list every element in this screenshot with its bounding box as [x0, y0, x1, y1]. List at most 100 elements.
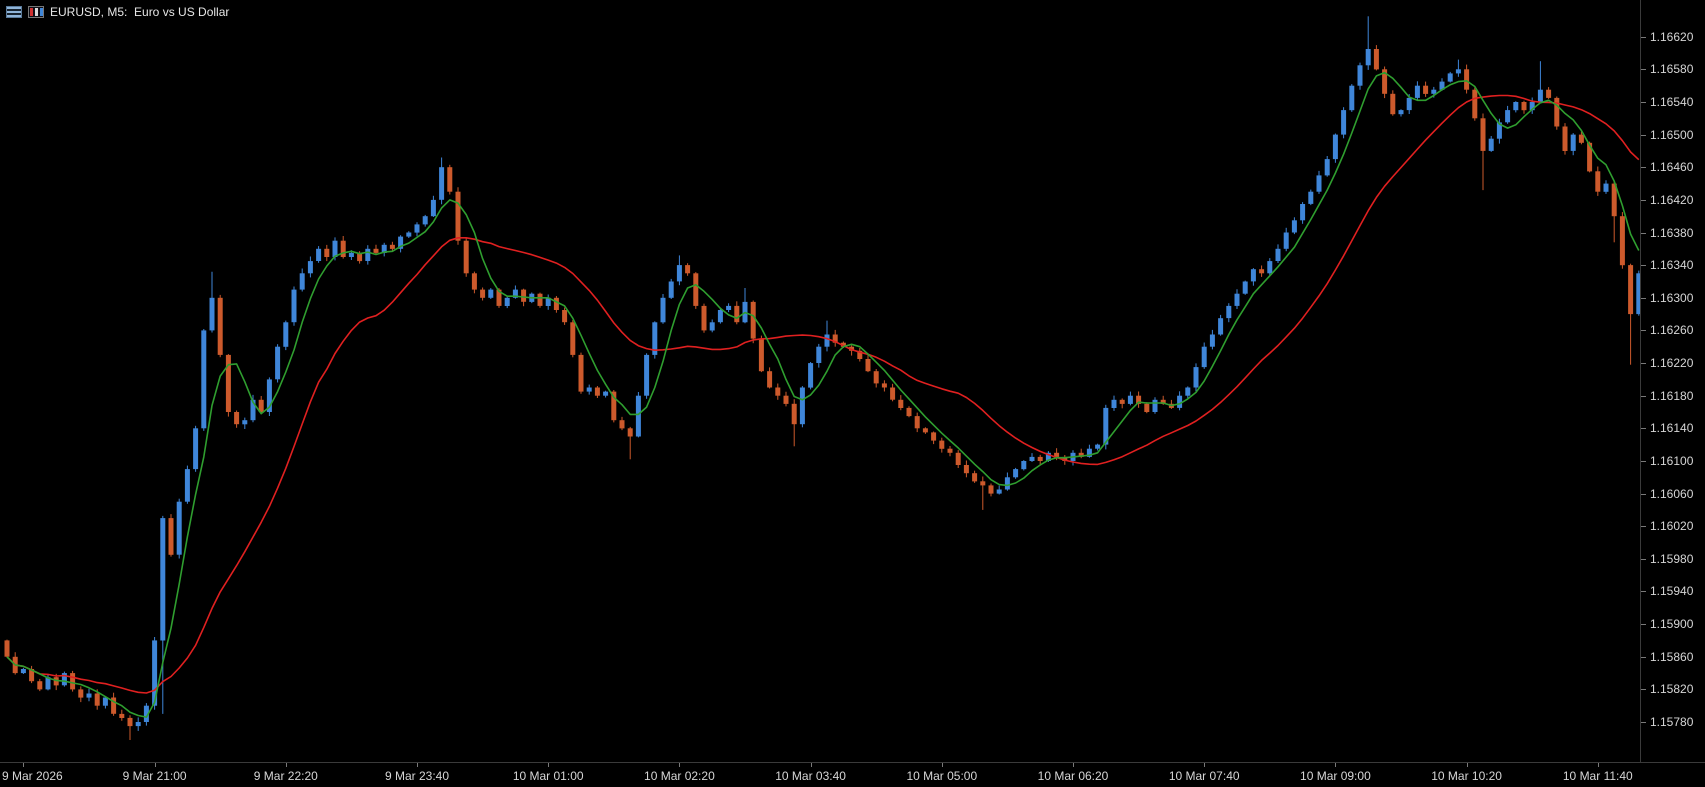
- bull-candle-body: [1045, 452, 1051, 461]
- bull-candle-body: [668, 281, 674, 298]
- bear-candle-body: [767, 371, 773, 388]
- bear-candle-body: [94, 693, 100, 706]
- bear-candle-body: [1578, 134, 1584, 143]
- time-label: 10 Mar 07:40: [1168, 769, 1240, 783]
- bull-candle-body: [1226, 305, 1232, 319]
- bull-candle-body: [135, 722, 141, 727]
- bear-candle-body: [1521, 102, 1527, 111]
- price-tick: [1641, 363, 1646, 364]
- price-tick: [1641, 689, 1646, 690]
- price-tick: [1641, 69, 1646, 70]
- bull-candle-body: [209, 297, 215, 331]
- bear-candle-body: [758, 338, 764, 372]
- price-label: 1.16580: [1650, 62, 1694, 76]
- bull-candle-body: [1267, 261, 1273, 274]
- bull-candle-body: [1218, 318, 1224, 335]
- price-tick: [1641, 428, 1646, 429]
- bull-candle-body: [398, 236, 404, 249]
- bull-candle-body: [1603, 183, 1609, 192]
- price-tick: [1641, 135, 1646, 136]
- bear-candle-body: [701, 305, 707, 331]
- bull-candle-body: [1013, 469, 1019, 478]
- bear-candle-body: [750, 301, 756, 339]
- bull-candle-body: [1209, 334, 1215, 347]
- bear-candle-body: [521, 289, 527, 302]
- bull-candle-body: [586, 387, 592, 392]
- bull-candle-body: [414, 224, 420, 233]
- bear-candle-body: [234, 412, 240, 425]
- bull-candle-body: [299, 273, 305, 290]
- bear-candle-body: [1546, 89, 1552, 98]
- time-axis[interactable]: 9 Mar 2026 9 Mar 21:00 9 Mar 22:20 9 Mar 23…: [0, 762, 1705, 787]
- bull-candle-body: [1529, 102, 1535, 111]
- price-tick: [1641, 559, 1646, 560]
- price-tick: [1641, 265, 1646, 266]
- bear-candle-body: [972, 473, 978, 482]
- bear-candle-body: [898, 399, 904, 408]
- price-axis[interactable]: 1.16620 1.16580 1.16540 1.16500 1.16460 1.164…: [1640, 0, 1705, 762]
- bull-candle-body: [726, 305, 732, 310]
- time-tick: [154, 763, 156, 767]
- bull-candle-body: [1496, 122, 1502, 139]
- bear-candle-body: [594, 387, 600, 396]
- time-tick: [1597, 763, 1599, 767]
- time-label: 10 Mar 10:20: [1431, 769, 1502, 783]
- bull-candle-body: [348, 252, 354, 257]
- bull-candle-body: [824, 334, 830, 347]
- bear-candle-body: [980, 481, 986, 486]
- price-tick: [1641, 657, 1646, 658]
- candlestick-icon[interactable]: [28, 6, 44, 18]
- price-label: 1.16300: [1650, 291, 1694, 305]
- price-label: 1.16140: [1650, 421, 1694, 435]
- bear-candle-body: [496, 289, 502, 306]
- bull-candle-body: [61, 673, 67, 686]
- bull-candle-body: [1127, 395, 1133, 404]
- bear-candle-body: [955, 452, 961, 465]
- bear-candle-body: [1554, 97, 1560, 127]
- bull-candle-body: [1488, 138, 1494, 151]
- price-label: 1.16620: [1650, 30, 1694, 44]
- bull-candle-body: [1398, 110, 1404, 115]
- bear-candle-body: [1480, 118, 1486, 151]
- bear-candle-body: [890, 387, 896, 400]
- bull-candle-body: [143, 705, 149, 722]
- bull-candle-body: [160, 518, 166, 641]
- time-label: 10 Mar 02:20: [644, 769, 715, 783]
- bull-candle-body: [1308, 191, 1314, 204]
- bear-candle-body: [389, 244, 395, 249]
- price-tick: [1641, 494, 1646, 495]
- bear-candle-body: [111, 697, 117, 714]
- bear-candle-body: [1054, 452, 1060, 457]
- bear-candle-body: [619, 420, 625, 429]
- bear-candle-body: [127, 717, 133, 727]
- price-tick: [1641, 298, 1646, 299]
- bear-candle-body: [1472, 89, 1478, 119]
- bear-candle-body: [881, 383, 887, 388]
- bear-candle-body: [168, 518, 174, 555]
- bull-candle-body: [365, 248, 371, 261]
- price-tick: [1641, 37, 1646, 38]
- bull-candle-body: [799, 387, 805, 425]
- price-label: 1.16180: [1650, 389, 1694, 403]
- bull-candle-body: [808, 363, 814, 388]
- bull-candle-body: [1029, 456, 1035, 461]
- time-tick: [548, 763, 550, 767]
- price-tick: [1641, 526, 1646, 527]
- bear-candle-body: [693, 273, 699, 306]
- price-tick: [1641, 167, 1646, 168]
- price-tick: [1641, 624, 1646, 625]
- bear-candle-body: [70, 673, 76, 690]
- time-tick: [1073, 763, 1074, 767]
- time-tick: [810, 763, 812, 767]
- bear-candle-body: [570, 322, 576, 355]
- candlestick-chart[interactable]: [0, 0, 1640, 762]
- bull-candle-body: [1537, 89, 1543, 102]
- menu-icon[interactable]: [6, 6, 22, 18]
- bull-candle-body: [283, 322, 289, 347]
- bull-candle-body: [1447, 73, 1453, 82]
- bull-candle-body: [430, 199, 436, 217]
- bull-candle-body: [603, 391, 609, 396]
- bear-candle-body: [1062, 456, 1068, 461]
- price-tick: [1641, 396, 1646, 397]
